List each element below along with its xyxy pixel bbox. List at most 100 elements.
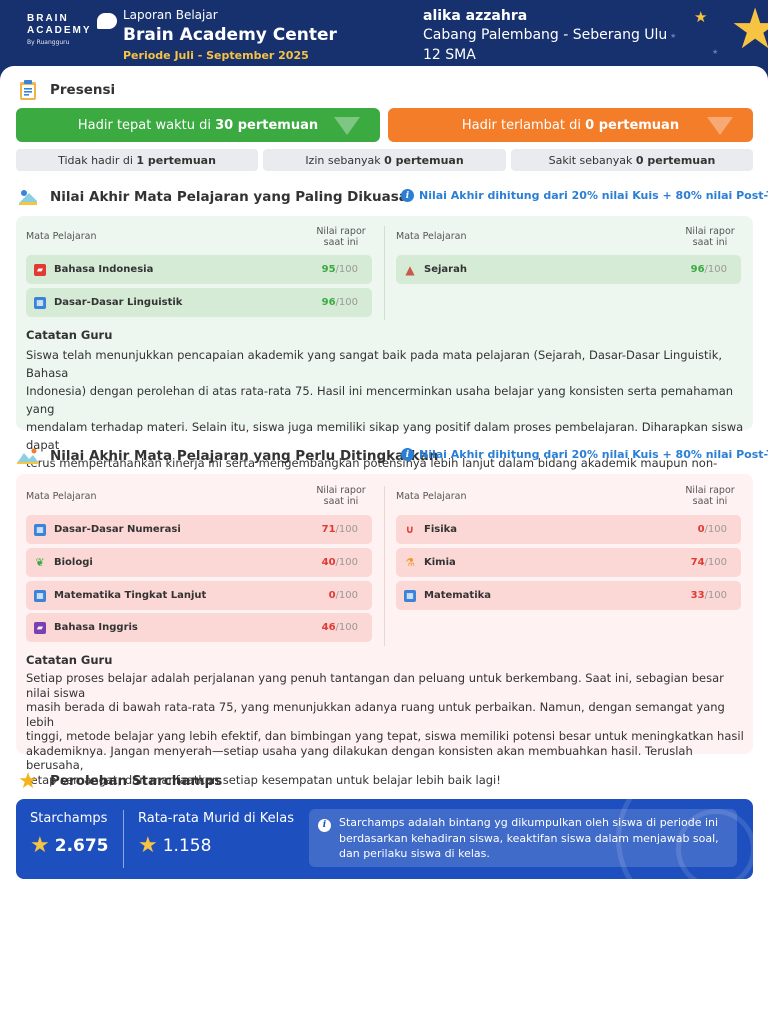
note-line: tinggi, metode belajar yang lebih efekti… bbox=[26, 729, 744, 743]
leaf-icon: ❦ bbox=[35, 556, 45, 569]
score-value: 0 bbox=[697, 524, 705, 535]
decor-ring bbox=[616, 799, 753, 879]
clipboard-icon bbox=[16, 78, 40, 102]
mastered-section-title: Nilai Akhir Mata Pelajaran yang Paling D… bbox=[16, 185, 412, 209]
starchamps-title: Perolehan Starchamps bbox=[50, 773, 223, 789]
late-value: 0 pertemuan bbox=[585, 117, 680, 133]
subject-name: Bahasa Indonesia bbox=[54, 264, 154, 275]
star-icon: ★ bbox=[18, 768, 38, 794]
small-star-icon: ★ bbox=[694, 8, 708, 26]
column-header-score-line2: saat ini bbox=[692, 237, 728, 248]
mastered-info-note: i Nilai Akhir dihitung dari 20% nilai Ku… bbox=[401, 189, 768, 202]
subject-score: 96/100 bbox=[322, 297, 358, 308]
absent-badge: Tidak hadir di 1 pertemuan bbox=[16, 149, 258, 171]
score-max: /100 bbox=[704, 264, 727, 275]
info-icon: i bbox=[401, 448, 414, 461]
sick-badge: Sakit sebanyak 0 pertemuan bbox=[511, 149, 753, 171]
report-period: Periode Juli - September 2025 bbox=[123, 49, 309, 62]
logo-text-academy: ACADEMY bbox=[27, 25, 92, 36]
student-grade: 12 SMA bbox=[423, 47, 476, 63]
subject-row: ▰ Bahasa Indonesia 95/100 bbox=[26, 255, 372, 284]
subject-score: 96/100 bbox=[691, 264, 727, 275]
subject-row: ▦ Dasar-Dasar Numerasi 71/100 bbox=[26, 515, 372, 544]
sparkle-icon: ★ bbox=[712, 48, 719, 56]
column-header-score-line2: saat ini bbox=[692, 496, 728, 507]
note-line: mendalam terhadap materi. Selain itu, si… bbox=[26, 420, 744, 452]
column-header-score-line1: Nilai rapor bbox=[316, 226, 366, 237]
star-icon: ★ bbox=[138, 833, 158, 858]
starchamps-value: 2.675 bbox=[54, 835, 109, 856]
starchamps-label: Starchamps bbox=[30, 811, 108, 826]
starchamps-box: Starchamps ★ 2.675 Rata-rata Murid di Kel… bbox=[16, 799, 753, 879]
late-pill: Hadir terlambat di 0 pertemuan bbox=[388, 108, 753, 142]
score-max: /100 bbox=[335, 590, 358, 601]
magnet-icon: ∪ bbox=[405, 523, 415, 536]
column-header-subject: Mata Pelajaran bbox=[396, 231, 467, 242]
subject-score: 0/100 bbox=[329, 590, 358, 601]
column-header-score: Nilai rapor saat ini bbox=[301, 485, 381, 507]
class-average-value: 1.158 bbox=[162, 835, 212, 856]
note-line: masih berada di bawah rata-rata 75, yang… bbox=[26, 700, 725, 729]
brain-academy-logo: BRAIN ACADEMY By Ruangguru bbox=[27, 13, 117, 46]
book-icon: ▰ bbox=[34, 263, 46, 276]
subject-score: 40/100 bbox=[322, 557, 358, 568]
mastered-info-text: Nilai Akhir dihitung dari 20% nilai Kuis… bbox=[419, 189, 768, 202]
subject-row: ▰ Bahasa Inggris 46/100 bbox=[26, 613, 372, 642]
subject-row: ∪ Fisika 0/100 bbox=[396, 515, 741, 544]
column-header-subject: Mata Pelajaran bbox=[26, 491, 97, 502]
mountain-icon bbox=[16, 444, 40, 468]
column-header-score-line2: saat ini bbox=[323, 496, 359, 507]
on-time-value: 30 pertemuan bbox=[215, 117, 319, 133]
score-max: /100 bbox=[704, 524, 727, 535]
note-line: akademiknya. Jangan menyerah—setiap usah… bbox=[26, 743, 693, 773]
permit-badge: Izin sebanyak 0 pertemuan bbox=[263, 149, 506, 171]
report-label: Laporan Belajar bbox=[123, 8, 218, 22]
mastered-title: Nilai Akhir Mata Pelajaran yang Paling D… bbox=[50, 189, 413, 205]
note-line: tetap semangat, dan manfaatkan setiap ke… bbox=[26, 772, 501, 787]
score-value: 33 bbox=[690, 590, 705, 601]
info-icon: i bbox=[318, 819, 331, 832]
column-header-subject: Mata Pelajaran bbox=[396, 491, 467, 502]
starchamps-info-box: i Starchamps adalah bintang yg dikumpulk… bbox=[309, 809, 737, 867]
class-average-group: ★ 1.158 bbox=[138, 833, 211, 858]
improve-title: Nilai Akhir Mata Pelajaran yang Perlu Di… bbox=[50, 448, 439, 464]
big-star-icon: ★ bbox=[730, 0, 768, 62]
funnel-icon bbox=[707, 117, 733, 135]
late-label: Hadir terlambat di bbox=[461, 117, 581, 133]
sick-label: Sakit sebanyak bbox=[548, 153, 633, 167]
improve-section-title: Nilai Akhir Mata Pelajaran yang Perlu Di… bbox=[16, 444, 438, 468]
teacher-note-text: Setiap proses belajar adalah perjalanan … bbox=[26, 671, 748, 787]
logo-text-brain: BRAIN bbox=[27, 13, 69, 24]
column-header-score: Nilai rapor saat ini bbox=[670, 226, 750, 248]
on-time-pill: Hadir tepat waktu di 30 pertemuan bbox=[16, 108, 380, 142]
subject-row: ⚗ Kimia 74/100 bbox=[396, 548, 741, 577]
score-max: /100 bbox=[704, 557, 727, 568]
score-value: 74 bbox=[690, 557, 705, 568]
on-time-label: Hadir tepat waktu di bbox=[77, 117, 211, 133]
subject-score: 0/100 bbox=[698, 524, 727, 535]
attendance-section-title: Presensi bbox=[16, 78, 115, 102]
subject-name: Kimia bbox=[424, 557, 456, 568]
subject-row: ▦ Matematika 33/100 bbox=[396, 581, 741, 610]
pyramid-icon: ▲ bbox=[405, 262, 415, 277]
column-header-score-line1: Nilai rapor bbox=[316, 485, 366, 496]
subject-score: 46/100 bbox=[322, 622, 358, 633]
logo-text-ruangguru: By Ruangguru bbox=[27, 39, 70, 46]
subject-score: 95/100 bbox=[322, 264, 358, 275]
subject-name: Bahasa Inggris bbox=[54, 622, 138, 633]
brain-logo-mark bbox=[97, 13, 117, 29]
column-header-score-line1: Nilai rapor bbox=[685, 226, 735, 237]
starchamps-info-line: berdasarkan kehadiran siswa, keaktifan s… bbox=[339, 831, 719, 845]
score-value: 96 bbox=[690, 264, 705, 275]
subject-row: ▦ Dasar-Dasar Linguistik 96/100 bbox=[26, 288, 372, 317]
score-max: /100 bbox=[335, 297, 358, 308]
column-header-score: Nilai rapor saat ini bbox=[301, 226, 381, 248]
score-value: 71 bbox=[321, 524, 336, 535]
decor-ring bbox=[676, 809, 753, 879]
subject-score: 74/100 bbox=[691, 557, 727, 568]
student-name: alika azzahra bbox=[423, 8, 528, 24]
center-name: Brain Academy Center bbox=[123, 25, 337, 45]
subject-score: 33/100 bbox=[691, 590, 727, 601]
trophy-icon bbox=[16, 185, 40, 209]
starchamps-info-line: dan perilaku siswa di kelas. bbox=[339, 847, 490, 860]
